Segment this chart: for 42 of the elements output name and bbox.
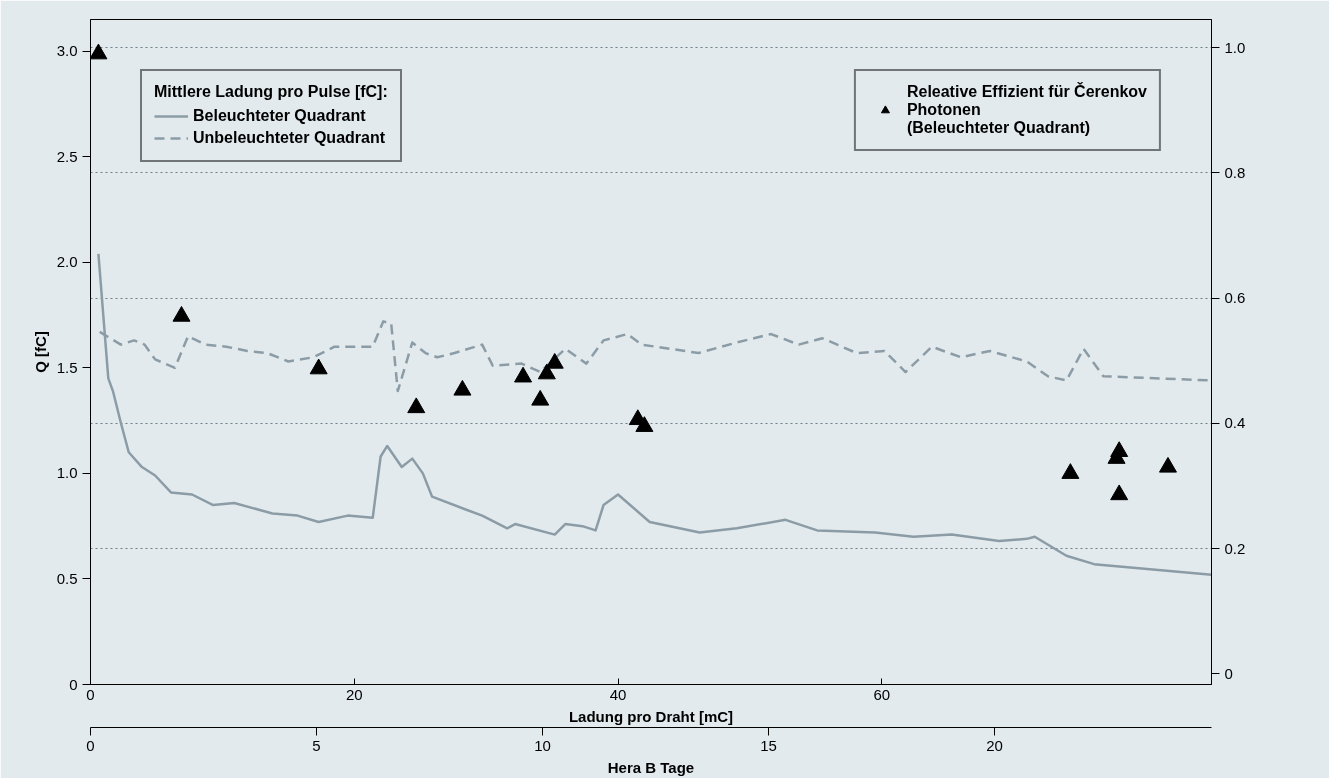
y-tick-label: 2.0 [56,253,78,271]
y2-tick-label: 0.2 [1224,539,1246,557]
y-tick-label: 2.5 [56,147,78,165]
point [1110,484,1129,501]
legend-label: Releative Effizient für Čerenkov Photonen (Beleuchteter Quadrant) [906,83,1147,137]
y-axis-title: Q [fC] [31,331,49,373]
y-tick-label: 0.5 [56,569,78,587]
point [90,43,108,60]
x2-tick-label: 0 [86,736,95,754]
point [514,366,533,383]
x2-tick-label: 5 [312,736,321,754]
point [1061,463,1080,479]
point [531,389,550,406]
y2-tick-label: 0.6 [1224,289,1246,307]
y2-tick-label: 0 [1224,664,1233,682]
legend-title: Mittlere Ladung pro Pulse [fC]: [154,83,388,101]
x2-tick-label: 15 [760,736,777,754]
x2-tick-label: 10 [534,736,551,754]
legend-label: Unbeleuchteter Quadrant [193,129,386,147]
y-tick-label: 1.0 [56,464,78,482]
x-axis-title: Ladung pro Draht [mC] [568,707,734,725]
x-tick-label: 60 [873,685,891,703]
point [635,416,654,432]
point [172,305,191,322]
y-tick-label: 1.5 [56,358,78,376]
point [537,363,556,380]
point [453,379,472,396]
x-tick-label: 20 [345,685,363,703]
point [407,397,426,414]
x2-axis-title: Hera B Tage [607,758,695,776]
point [545,352,564,369]
point [309,358,328,375]
x-tick-label: 40 [609,685,627,703]
y2-tick-label: 1.0 [1224,38,1246,56]
line-series [97,252,1212,576]
y-tick-label: 3.0 [56,42,78,60]
x-tick-label: 0 [86,685,95,703]
y2-tick-label: 0.4 [1224,414,1246,432]
legend-label: Beleuchteter Quadrant [193,107,366,125]
y2-tick-label: 0.8 [1224,163,1246,181]
point [1158,456,1177,473]
x2-tick-label: 20 [986,736,1003,754]
